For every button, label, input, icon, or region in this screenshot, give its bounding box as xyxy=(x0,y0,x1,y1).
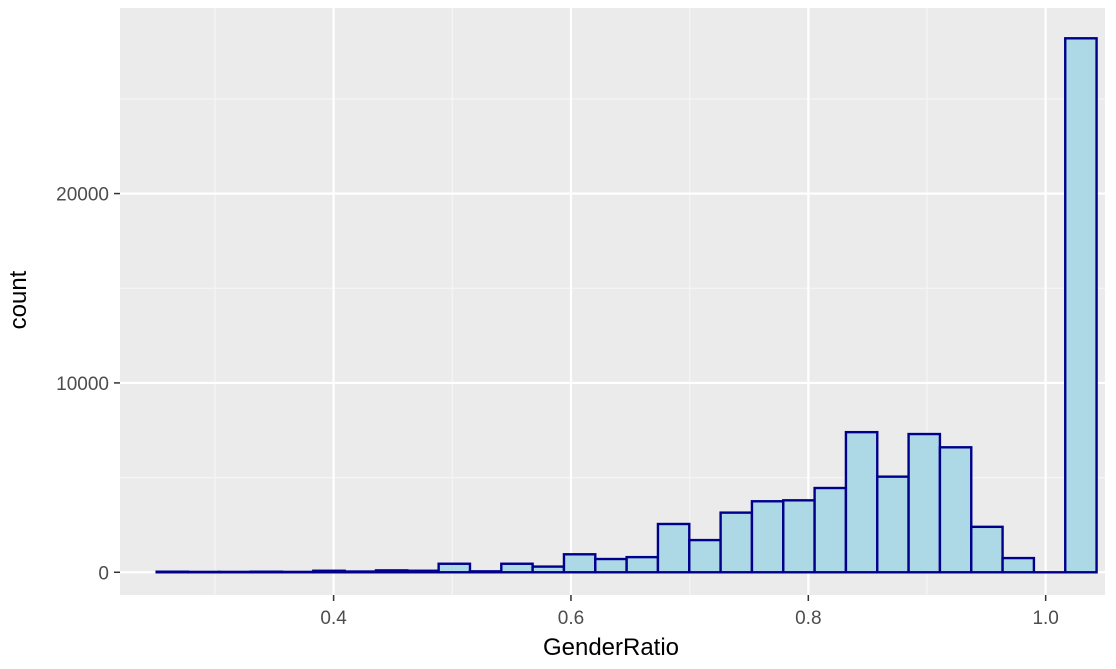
histogram-bar-5 xyxy=(313,571,344,573)
histogram-bar-29 xyxy=(1065,38,1096,572)
y-tick-label: 20000 xyxy=(56,185,109,206)
histogram-bar-6 xyxy=(345,572,376,573)
histogram-bar-9 xyxy=(439,564,470,573)
histogram-bar-7 xyxy=(376,570,407,572)
histogram-bar-24 xyxy=(909,434,940,572)
y-tick-label: 0 xyxy=(98,563,109,584)
histogram-bar-10 xyxy=(470,571,501,572)
x-axis-title: GenderRatio xyxy=(543,634,679,661)
histogram-bar-19 xyxy=(752,501,783,572)
histogram-bar-13 xyxy=(564,554,595,572)
histogram-bar-12 xyxy=(533,567,564,573)
histogram-bar-20 xyxy=(783,500,814,572)
histogram-bar-17 xyxy=(689,540,720,572)
histogram-bar-16 xyxy=(658,524,689,572)
y-axis: 0 10000 20000 xyxy=(56,185,120,585)
histogram-bar-25 xyxy=(940,447,971,572)
histogram-bar-8 xyxy=(407,571,438,573)
x-tick-label: 0.6 xyxy=(558,608,584,629)
histogram-bar-23 xyxy=(877,477,908,573)
histogram-bar-18 xyxy=(721,513,752,573)
histogram-bar-11 xyxy=(501,564,532,573)
x-axis: 0.4 0.6 0.8 1.0 xyxy=(320,595,1058,629)
histogram-bar-22 xyxy=(846,432,877,572)
y-tick-label: 10000 xyxy=(56,374,109,395)
x-tick-label: 1.0 xyxy=(1032,608,1058,629)
histogram-bar-15 xyxy=(627,557,658,572)
y-axis-title: count xyxy=(5,270,32,329)
histogram-bar-3 xyxy=(251,572,282,573)
x-tick-label: 0.4 xyxy=(320,608,347,629)
histogram-bar-27 xyxy=(1003,558,1034,572)
histogram-bar-21 xyxy=(815,488,846,572)
histogram-bar-26 xyxy=(971,527,1002,572)
histogram-bar-0 xyxy=(157,572,188,573)
x-tick-label: 0.8 xyxy=(795,608,821,629)
histogram-bar-14 xyxy=(595,559,626,572)
